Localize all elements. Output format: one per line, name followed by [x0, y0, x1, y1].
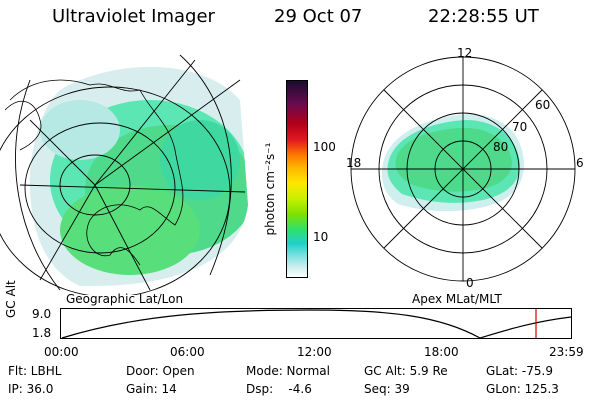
orbit-xtick-1200: 12:00 — [297, 345, 332, 359]
coastline-2 — [4, 100, 42, 151]
orbit-xtick-2359: 23:59 — [549, 345, 584, 359]
mlt-label-12: 12 — [457, 46, 473, 60]
seq-info: Seq: 39 — [364, 382, 410, 396]
colorbar-tick-100: 100 — [313, 140, 336, 154]
mlt-label-0: 0 — [466, 276, 474, 290]
aurora-polar-image — [381, 114, 524, 212]
filter-info: Flt: LBHL — [8, 364, 62, 378]
apex-map-label: Apex MLat/MLT — [412, 292, 502, 306]
mlat-mlt-grid — [350, 56, 576, 282]
orbit-xtick-1800: 18:00 — [424, 345, 459, 359]
dsp-info: Dsp: -4.6 — [246, 382, 312, 396]
orbit-plot-frame — [60, 308, 572, 339]
coastline — [9, 79, 184, 266]
aurora-geo-image — [29, 66, 249, 287]
door-info: Door: Open — [126, 364, 195, 378]
orbit-xtick-0600: 06:00 — [170, 345, 205, 359]
orbit-ytick-9: 9.0 — [32, 307, 52, 321]
colorbar — [286, 80, 308, 278]
instrument-title: Ultraviolet Imager — [52, 6, 215, 27]
mlt-label-18: 18 — [346, 156, 362, 170]
colorbar-unit-label: photon cm⁻²s⁻¹ — [263, 142, 277, 236]
orbit-altitude-plot — [60, 308, 572, 339]
colorbar-tick-10: 10 — [313, 230, 329, 244]
gc-alt-info: GC Alt: 5.9 Re — [364, 364, 448, 378]
lat-lon-grid — [0, 54, 246, 295]
mlat-label-70: 70 — [512, 120, 528, 134]
glat-info: GLat: -75.9 — [486, 364, 553, 378]
glon-info: GLon: 125.3 — [486, 382, 559, 396]
mlat-label-80: 80 — [493, 140, 509, 154]
orbit-ylabel: GC Alt — [4, 280, 18, 318]
mode-info: Mode: Normal — [246, 364, 330, 378]
gain-info: Gain: 14 — [126, 382, 177, 396]
geographic-map-label: Geographic Lat/Lon — [66, 292, 184, 306]
observation-date: 29 Oct 07 — [274, 6, 363, 27]
orbit-ytick-1-8: 1.8 — [32, 326, 52, 340]
observation-time: 22:28:55 UT — [428, 6, 539, 27]
mlat-label-60: 60 — [535, 98, 551, 112]
ip-info: IP: 36.0 — [8, 382, 54, 396]
mlt-label-6: 6 — [576, 156, 584, 170]
apex-polar-map — [350, 56, 576, 282]
geographic-map — [0, 54, 249, 295]
orbit-altitude-curve — [61, 309, 572, 339]
orbit-xtick-0000: 00:00 — [44, 345, 79, 359]
